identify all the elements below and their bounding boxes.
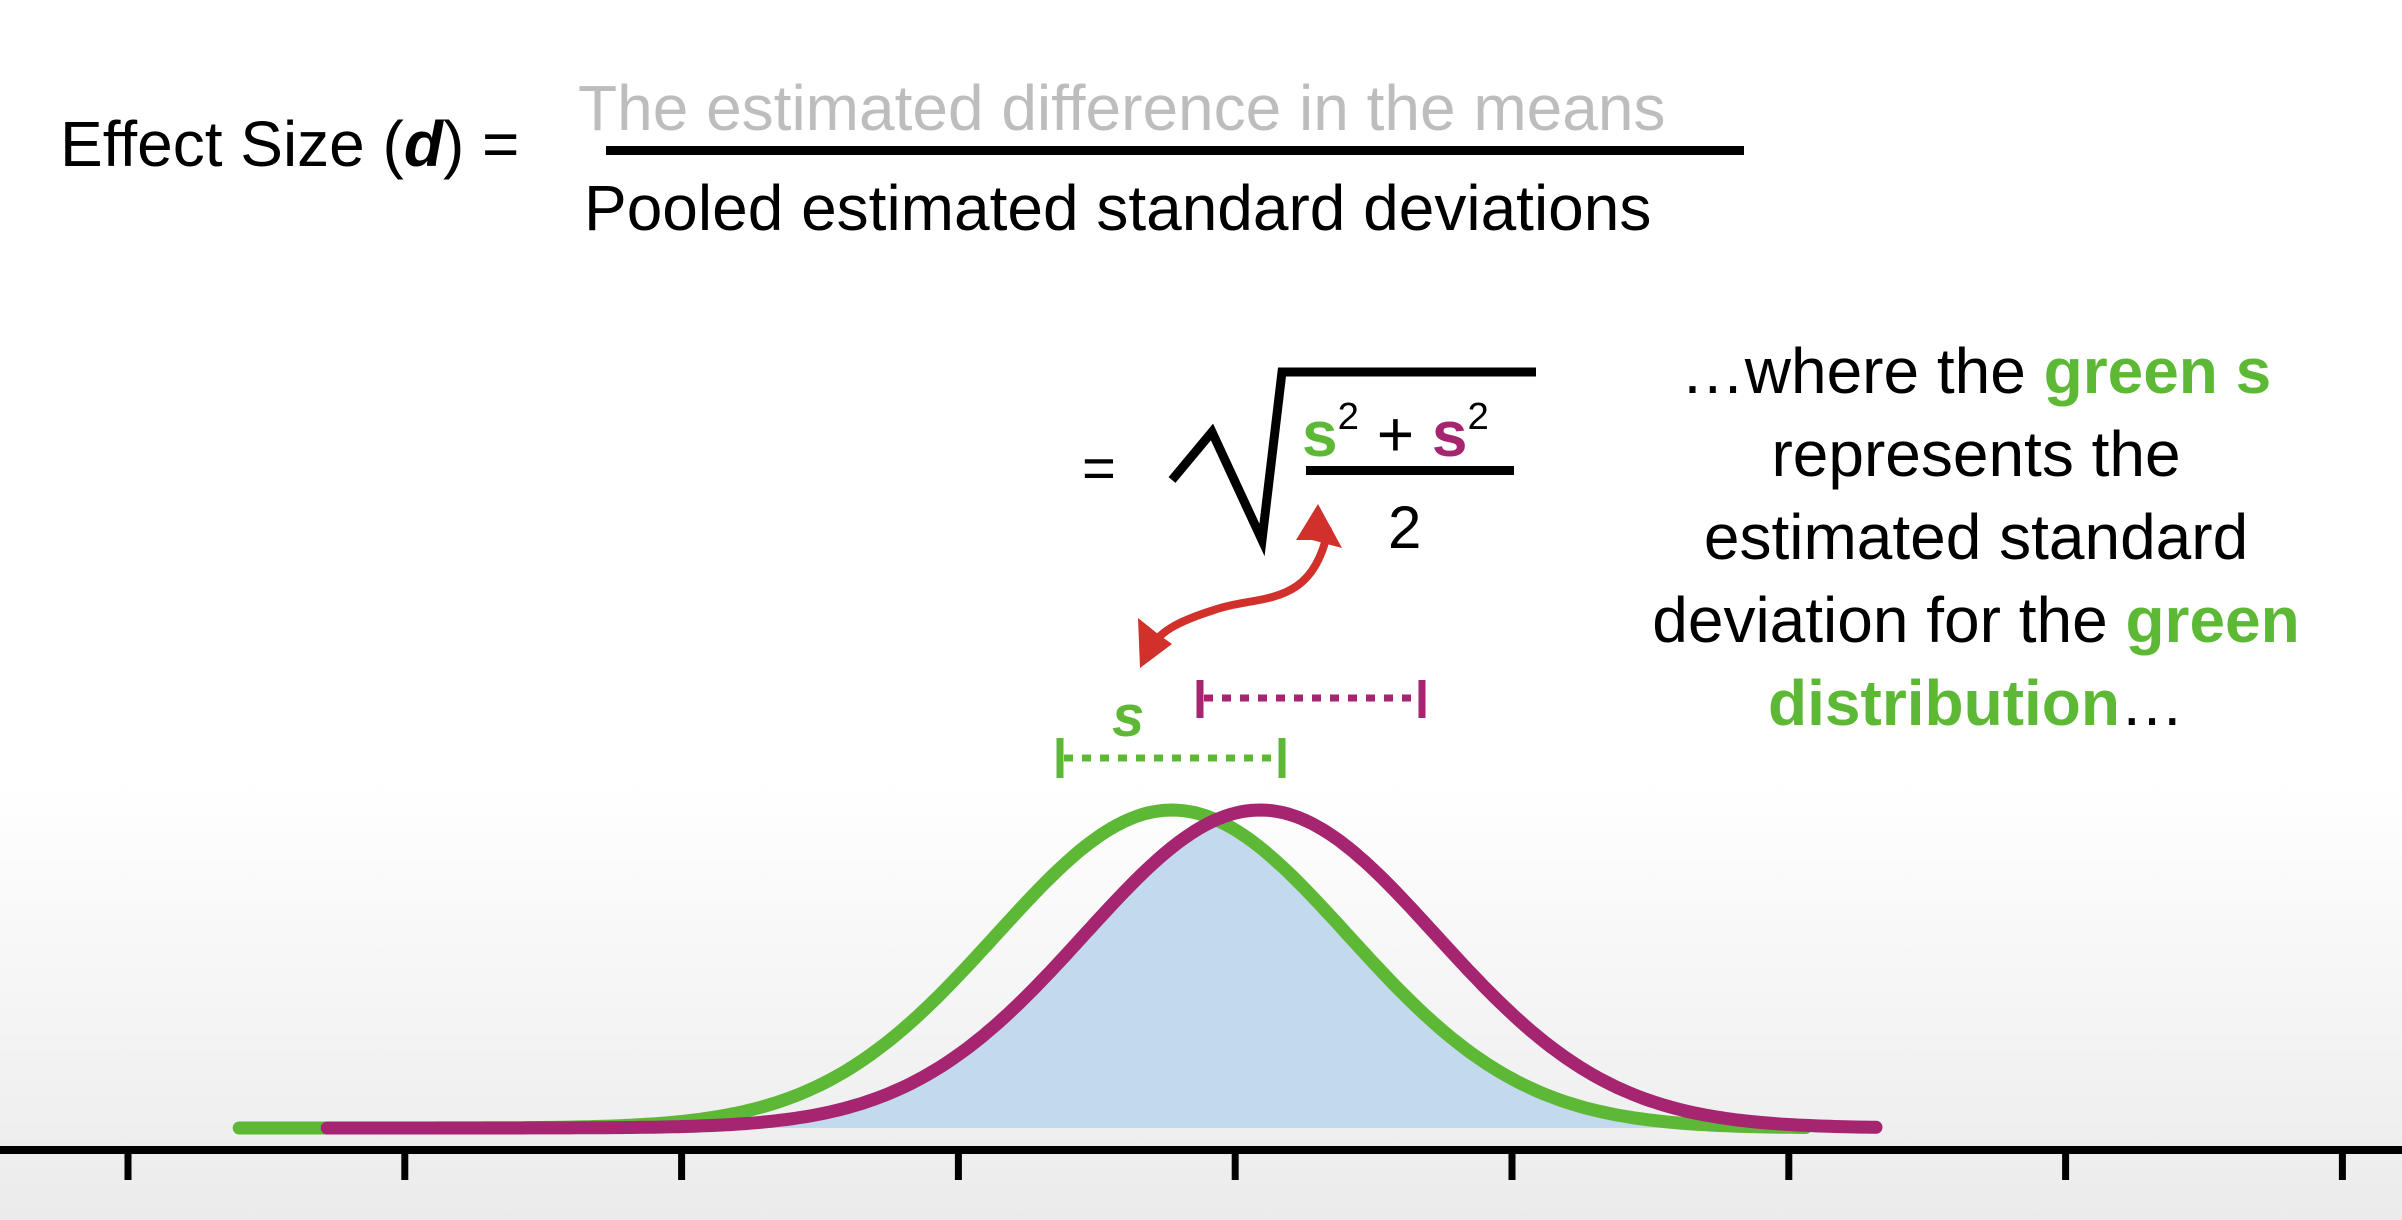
formula-numerator: The estimated difference in the means	[578, 72, 1666, 144]
radicand-fraction-bar	[1306, 466, 1514, 475]
double-arrow	[1146, 526, 1332, 652]
green-sd-bracket	[1056, 738, 1286, 778]
effect-size-label: Effect Size (d) =	[60, 108, 520, 180]
explanation-note: …where the green s represents the estima…	[1652, 335, 2300, 739]
radicand-numerator: s2 + s2	[1302, 395, 1489, 470]
formula-denominator: Pooled estimated standard deviations	[584, 172, 1652, 244]
fraction-bar	[606, 146, 1744, 155]
arrow-head-top	[1296, 504, 1342, 548]
square-root-sign	[1168, 367, 1536, 557]
magenta-sd-bracket	[1196, 680, 1426, 718]
axis-ticks	[124, 1150, 2346, 1180]
equals-sign: =	[1082, 436, 1116, 501]
arrow-head-bottom	[1138, 618, 1172, 668]
overlap-area	[608, 819, 1824, 1128]
magenta-distribution-curve	[320, 803, 1883, 1135]
d-symbol: d	[403, 108, 443, 180]
green-sd-label: s	[1112, 684, 1145, 749]
radicand-denominator: 2	[1388, 494, 1422, 561]
